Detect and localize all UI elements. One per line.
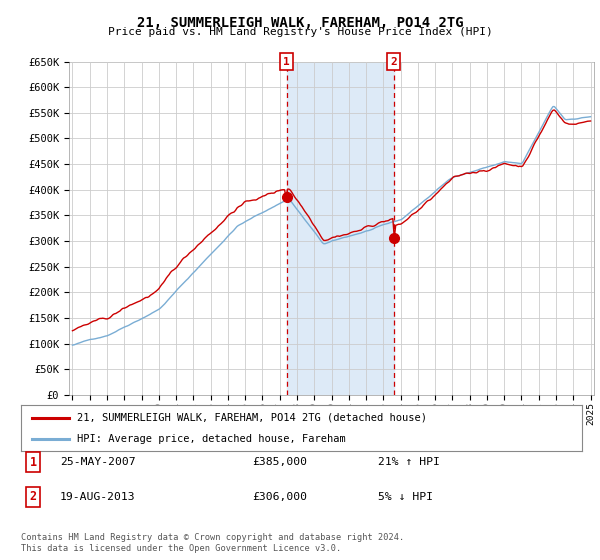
Text: 1: 1 xyxy=(283,57,290,67)
Text: 19-AUG-2013: 19-AUG-2013 xyxy=(60,492,136,502)
Text: Price paid vs. HM Land Registry's House Price Index (HPI): Price paid vs. HM Land Registry's House … xyxy=(107,27,493,37)
Text: 21% ↑ HPI: 21% ↑ HPI xyxy=(378,457,440,467)
Text: 2: 2 xyxy=(29,490,37,503)
Text: 5% ↓ HPI: 5% ↓ HPI xyxy=(378,492,433,502)
Text: £306,000: £306,000 xyxy=(252,492,307,502)
Text: 2: 2 xyxy=(390,57,397,67)
Text: HPI: Average price, detached house, Fareham: HPI: Average price, detached house, Fare… xyxy=(77,434,346,444)
Text: 25-MAY-2007: 25-MAY-2007 xyxy=(60,457,136,467)
Bar xyxy=(287,62,394,395)
Text: 21, SUMMERLEIGH WALK, FAREHAM, PO14 2TG (detached house): 21, SUMMERLEIGH WALK, FAREHAM, PO14 2TG … xyxy=(77,413,427,423)
Text: 21, SUMMERLEIGH WALK, FAREHAM, PO14 2TG: 21, SUMMERLEIGH WALK, FAREHAM, PO14 2TG xyxy=(137,16,463,30)
Text: Contains HM Land Registry data © Crown copyright and database right 2024.
This d: Contains HM Land Registry data © Crown c… xyxy=(21,533,404,553)
Text: £385,000: £385,000 xyxy=(252,457,307,467)
Text: 1: 1 xyxy=(29,455,37,469)
